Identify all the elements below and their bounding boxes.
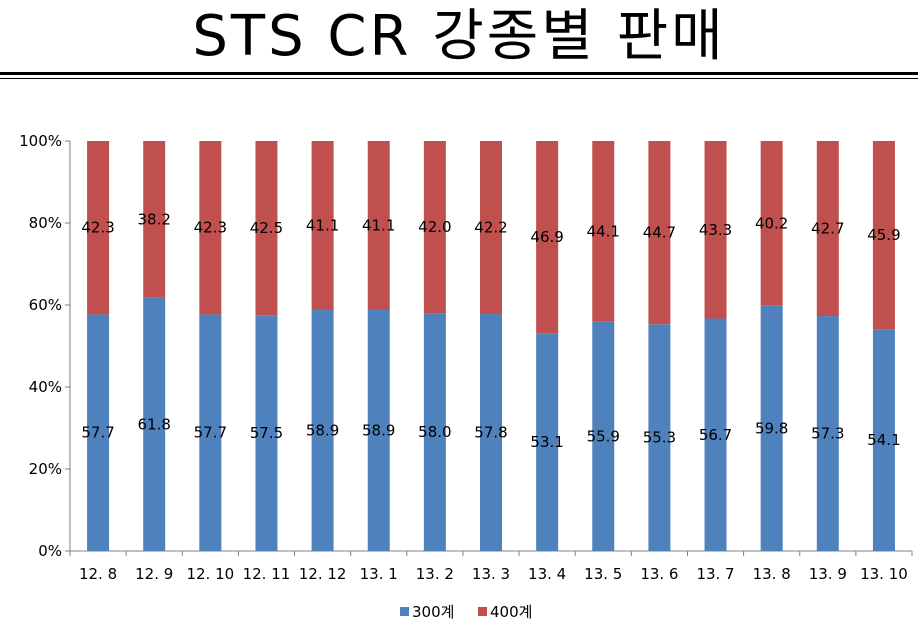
bar-segment-series2 — [143, 141, 166, 298]
data-label: 59.8 — [755, 419, 788, 437]
data-label: 44.1 — [587, 222, 620, 240]
data-label: 41.1 — [306, 216, 339, 234]
data-label: 54.1 — [867, 431, 900, 449]
x-tick-label: 13. 6 — [640, 565, 678, 583]
bar-segment-series2 — [423, 141, 446, 314]
y-tick-label: 60% — [29, 296, 62, 314]
page-title: STS CR 강종별 판매 — [192, 4, 726, 69]
bar-segment-series2 — [480, 141, 502, 315]
data-label: 44.7 — [643, 224, 676, 242]
bar-segment-series1 — [816, 316, 839, 551]
data-label: 43.3 — [699, 221, 732, 239]
legend-swatch — [478, 607, 487, 616]
bar-segment-series1 — [199, 314, 222, 551]
bar-segment-series2 — [87, 141, 110, 315]
x-tick-label: 13. 1 — [360, 565, 398, 583]
bar-segment-series1 — [367, 309, 390, 551]
bar-segment-series1 — [311, 309, 334, 551]
legend-label: 400계 — [490, 603, 532, 621]
bar-segment-series1 — [255, 315, 278, 551]
data-label: 56.7 — [699, 426, 732, 444]
bar-segment-series2 — [536, 141, 559, 334]
data-label: 53.1 — [530, 433, 563, 451]
data-label: 42.5 — [250, 219, 283, 237]
x-tick-label: 13. 7 — [696, 565, 734, 583]
data-label: 57.7 — [81, 424, 114, 442]
bar-segment-series2 — [255, 141, 278, 316]
x-tick-label: 12. 10 — [186, 565, 234, 583]
data-label: 58.0 — [418, 423, 451, 441]
bar-segment-series1 — [536, 333, 559, 551]
data-label: 42.2 — [474, 219, 507, 237]
x-tick-label: 13. 4 — [528, 565, 566, 583]
bar-segment-series2 — [704, 141, 727, 319]
data-label: 61.8 — [137, 415, 170, 433]
data-label: 38.2 — [137, 210, 170, 228]
x-tick-label: 13. 9 — [809, 565, 847, 583]
x-tick-label: 12. 8 — [79, 565, 117, 583]
data-label: 58.9 — [306, 421, 339, 439]
x-tick-label: 13. 8 — [753, 565, 791, 583]
y-tick-label: 0% — [38, 542, 62, 560]
data-label: 42.7 — [811, 220, 844, 238]
data-label: 57.8 — [474, 424, 507, 442]
bar-segment-series1 — [704, 318, 727, 551]
legend-swatch — [400, 607, 409, 616]
y-tick-label: 100% — [19, 132, 62, 150]
y-tick-label: 80% — [29, 214, 62, 232]
bar-segment-series2 — [816, 141, 839, 317]
x-tick-label: 12. 11 — [243, 565, 291, 583]
data-label: 57.7 — [194, 424, 227, 442]
data-label: 55.3 — [643, 429, 676, 447]
legend-label: 300계 — [412, 603, 454, 621]
x-tick-label: 12. 12 — [299, 565, 347, 583]
title-rule-thick — [0, 72, 918, 75]
x-tick-label: 13. 3 — [472, 565, 510, 583]
bar-segment-series2 — [872, 141, 895, 330]
y-tick-label: 20% — [29, 460, 62, 478]
bar-segment-series1 — [87, 314, 110, 551]
data-label: 46.9 — [530, 228, 563, 246]
data-label: 42.3 — [194, 219, 227, 237]
title-rule-thin — [0, 78, 918, 79]
data-label: 57.5 — [250, 424, 283, 442]
x-tick-label: 12. 9 — [135, 565, 173, 583]
data-label: 45.9 — [867, 226, 900, 244]
bar-segment-series2 — [367, 141, 390, 310]
bar-segment-series1 — [760, 305, 783, 551]
bar-segment-series1 — [648, 324, 671, 551]
x-tick-label: 13. 2 — [416, 565, 454, 583]
data-label: 41.1 — [362, 216, 395, 234]
bar-segment-series1 — [423, 313, 446, 551]
bar-segment-series2 — [592, 141, 615, 322]
bar-segment-series2 — [311, 141, 334, 310]
data-label: 57.3 — [811, 425, 844, 443]
bar-segment-series2 — [760, 141, 783, 306]
data-label: 40.2 — [755, 214, 788, 232]
data-label: 42.3 — [81, 219, 114, 237]
data-label: 58.9 — [362, 421, 395, 439]
y-tick-label: 40% — [29, 378, 62, 396]
data-label: 55.9 — [587, 427, 620, 445]
x-tick-label: 13. 5 — [584, 565, 622, 583]
bar-segment-series1 — [480, 314, 502, 551]
data-label: 42.0 — [418, 218, 451, 236]
bar-segment-series1 — [592, 321, 615, 551]
bar-segment-series2 — [648, 141, 671, 325]
bar-segment-series1 — [143, 297, 166, 551]
x-tick-label: 13. 10 — [860, 565, 908, 583]
bar-segment-series1 — [872, 329, 895, 551]
bar-segment-series2 — [199, 141, 222, 315]
